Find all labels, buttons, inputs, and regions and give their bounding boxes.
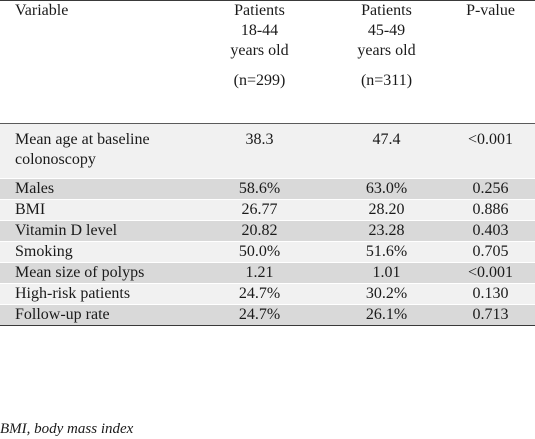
row-value-45-49: 23.28 [368, 222, 405, 239]
row-pvalue: 0.713 [472, 306, 509, 323]
row-value-45-49: 30.2% [365, 285, 408, 302]
row-value-18-44: 50.0% [238, 243, 281, 260]
row-pvalue: 0.256 [472, 180, 509, 197]
table-body: Mean age at baseline colonoscopy 38.3 47… [0, 123, 535, 326]
row-value-18-44: 1.21 [245, 264, 274, 281]
header-group-45-49-line1: Patients [361, 2, 412, 19]
row-pvalue: 0.130 [472, 285, 509, 302]
header-group-18-44-line1: Patients [234, 2, 285, 19]
header-group-18-44-line2: 18-44 [240, 22, 279, 39]
row-value-45-49: 28.20 [368, 201, 405, 218]
table-row: High-risk patients 24.7% 30.2% 0.130 [0, 283, 535, 305]
header-group-45-49: Patients 45-49 years old (n=311) [327, 1, 446, 124]
row-variable: Vitamin D level [15, 222, 118, 239]
header-group-18-44-line3: years old [230, 42, 289, 59]
row-pvalue: <0.001 [467, 131, 514, 148]
row-value-18-44: 38.3 [245, 131, 274, 148]
row-value-45-49: 47.4 [372, 131, 401, 148]
table-row: Smoking 50.0% 51.6% 0.705 [0, 241, 535, 263]
table-row: Mean size of polyps 1.21 1.01 <0.001 [0, 262, 535, 284]
row-pvalue: 0.886 [472, 201, 509, 218]
row-value-18-44: 20.82 [241, 222, 278, 239]
row-variable: Smoking [15, 243, 73, 260]
header-row: Variable Patients 18-44 years old (n=299… [0, 0, 535, 124]
row-variable: Males [15, 180, 55, 197]
row-value-18-44: 58.6% [238, 180, 281, 197]
header-group-45-49-count: (n=311) [360, 72, 413, 89]
row-value-18-44: 24.7% [238, 306, 281, 323]
table-row: Males 58.6% 63.0% 0.256 [0, 178, 535, 200]
table-header: Variable Patients 18-44 years old (n=299… [0, 0, 535, 124]
row-value-45-49: 63.0% [365, 180, 408, 197]
header-variable: Variable [15, 2, 69, 19]
row-variable: High-risk patients [15, 285, 131, 302]
header-group-45-49-line2: 45-49 [367, 22, 406, 39]
row-value-18-44: 26.77 [241, 201, 278, 218]
row-variable: Mean age at baseline colonoscopy [15, 131, 150, 168]
patient-characteristics-table: Variable Patients 18-44 years old (n=299… [0, 0, 535, 326]
table-row: BMI 26.77 28.20 0.886 [0, 199, 535, 221]
row-pvalue: <0.001 [467, 264, 514, 281]
table-row: Follow-up rate 24.7% 26.1% 0.713 [0, 304, 535, 326]
row-pvalue: 0.705 [472, 243, 509, 260]
header-group-18-44: Patients 18-44 years old (n=299) [192, 1, 327, 124]
table-row: Vitamin D level 20.82 23.28 0.403 [0, 220, 535, 242]
header-group-18-44-count: (n=299) [233, 72, 286, 89]
row-variable: BMI [15, 201, 46, 218]
row-pvalue: 0.403 [472, 222, 509, 239]
row-variable: Follow-up rate [15, 306, 110, 323]
header-group-45-49-line3: years old [357, 42, 416, 59]
row-value-45-49: 51.6% [365, 243, 408, 260]
row-value-45-49: 26.1% [365, 306, 408, 323]
row-variable: Mean size of polyps [15, 264, 145, 281]
row-value-45-49: 1.01 [372, 264, 401, 281]
table-row: Mean age at baseline colonoscopy 38.3 47… [0, 123, 535, 179]
table-footnote: BMI, body mass index [0, 421, 134, 437]
row-value-18-44: 24.7% [238, 285, 281, 302]
header-pvalue: P-value [466, 2, 515, 19]
